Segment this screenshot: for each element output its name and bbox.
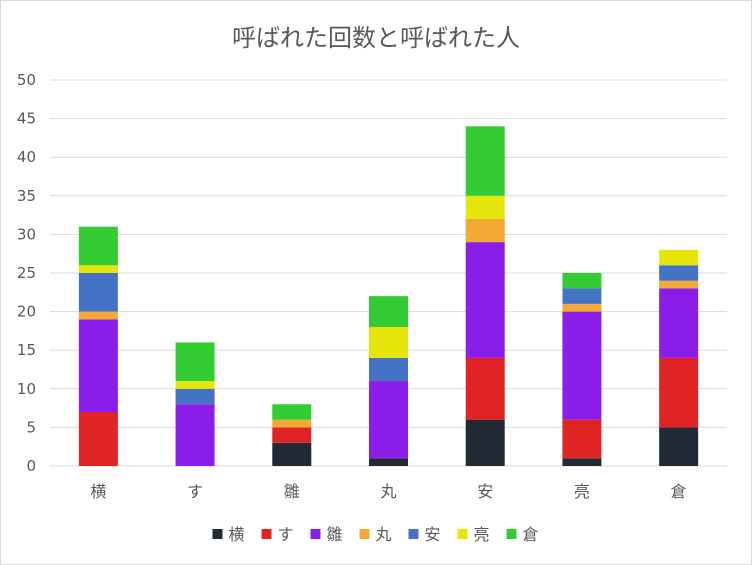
chart-title: 呼ばれた回数と呼ばれた人 (232, 24, 520, 52)
bar-segment (465, 126, 505, 196)
bar-segment (562, 458, 602, 466)
legend-swatch (310, 529, 321, 539)
bar-segment (78, 265, 118, 273)
bar-segment (659, 265, 699, 281)
bar-segment (659, 427, 699, 466)
bar-segment (465, 218, 505, 243)
x-tick-label: 安 (477, 482, 493, 501)
legend-swatch (359, 529, 370, 539)
legend-label: 丸 (376, 525, 392, 544)
bar-segment (562, 288, 602, 304)
x-tick-label: 亮 (574, 482, 590, 501)
bar-segment (659, 288, 699, 358)
x-tick-label: す (187, 482, 203, 501)
bar-segment (465, 419, 505, 466)
bar-segment (659, 280, 699, 289)
bar-segment (369, 296, 408, 328)
x-tick-label: 雛 (284, 482, 300, 501)
y-tick-label: 45 (17, 110, 36, 128)
y-tick-label: 0 (26, 457, 36, 475)
y-tick-label: 50 (17, 71, 36, 89)
bar-segment (659, 357, 699, 428)
bar-segment (369, 458, 408, 466)
y-tick-label: 35 (17, 187, 36, 205)
bar-segment (175, 342, 215, 382)
y-tick-label: 5 (26, 418, 36, 436)
bar-segment (175, 388, 215, 405)
y-tick-label: 20 (17, 303, 36, 321)
bar-segment (78, 319, 118, 412)
legend-swatch (261, 529, 272, 539)
bar-segment (272, 419, 312, 428)
bar-segment (272, 404, 312, 420)
x-tick-label: 横 (90, 482, 106, 501)
bar-segment (175, 381, 215, 389)
bar-segment (369, 357, 408, 382)
bar-segment (369, 327, 408, 358)
x-tick-label: 倉 (671, 482, 687, 501)
y-tick-label: 40 (17, 148, 36, 166)
bar-segment (272, 427, 312, 443)
y-tick-label: 25 (17, 264, 36, 282)
bar-segment (465, 357, 505, 420)
legend-label: 横 (229, 525, 245, 544)
legend-swatch (457, 529, 468, 539)
legend-label: 倉 (523, 525, 539, 544)
y-tick-label: 10 (17, 380, 36, 398)
bar-segment (78, 226, 118, 266)
bar-segment (175, 404, 215, 466)
y-tick-label: 15 (17, 341, 36, 359)
bar-segment (465, 242, 505, 358)
legend-label: 雛 (327, 525, 343, 544)
bar-segment (78, 311, 118, 320)
bar-segment (78, 411, 118, 466)
y-tick-label: 30 (17, 225, 36, 243)
legend-swatch (212, 529, 223, 539)
bar-segment (272, 442, 312, 466)
bar-segment (369, 381, 408, 459)
legend-swatch (506, 529, 517, 539)
x-tick-label: 丸 (380, 482, 396, 501)
legend-label: 亮 (474, 525, 490, 544)
legend-swatch (408, 529, 419, 539)
bar-segment (78, 273, 118, 312)
bar-segment (562, 303, 602, 312)
legend-label: す (278, 525, 294, 544)
bar-segment (659, 249, 699, 266)
bar-segment (562, 311, 602, 420)
bar-segment (562, 419, 602, 459)
legend-label: 安 (425, 525, 441, 544)
bar-segment (562, 273, 602, 289)
bar-segment (465, 195, 505, 219)
